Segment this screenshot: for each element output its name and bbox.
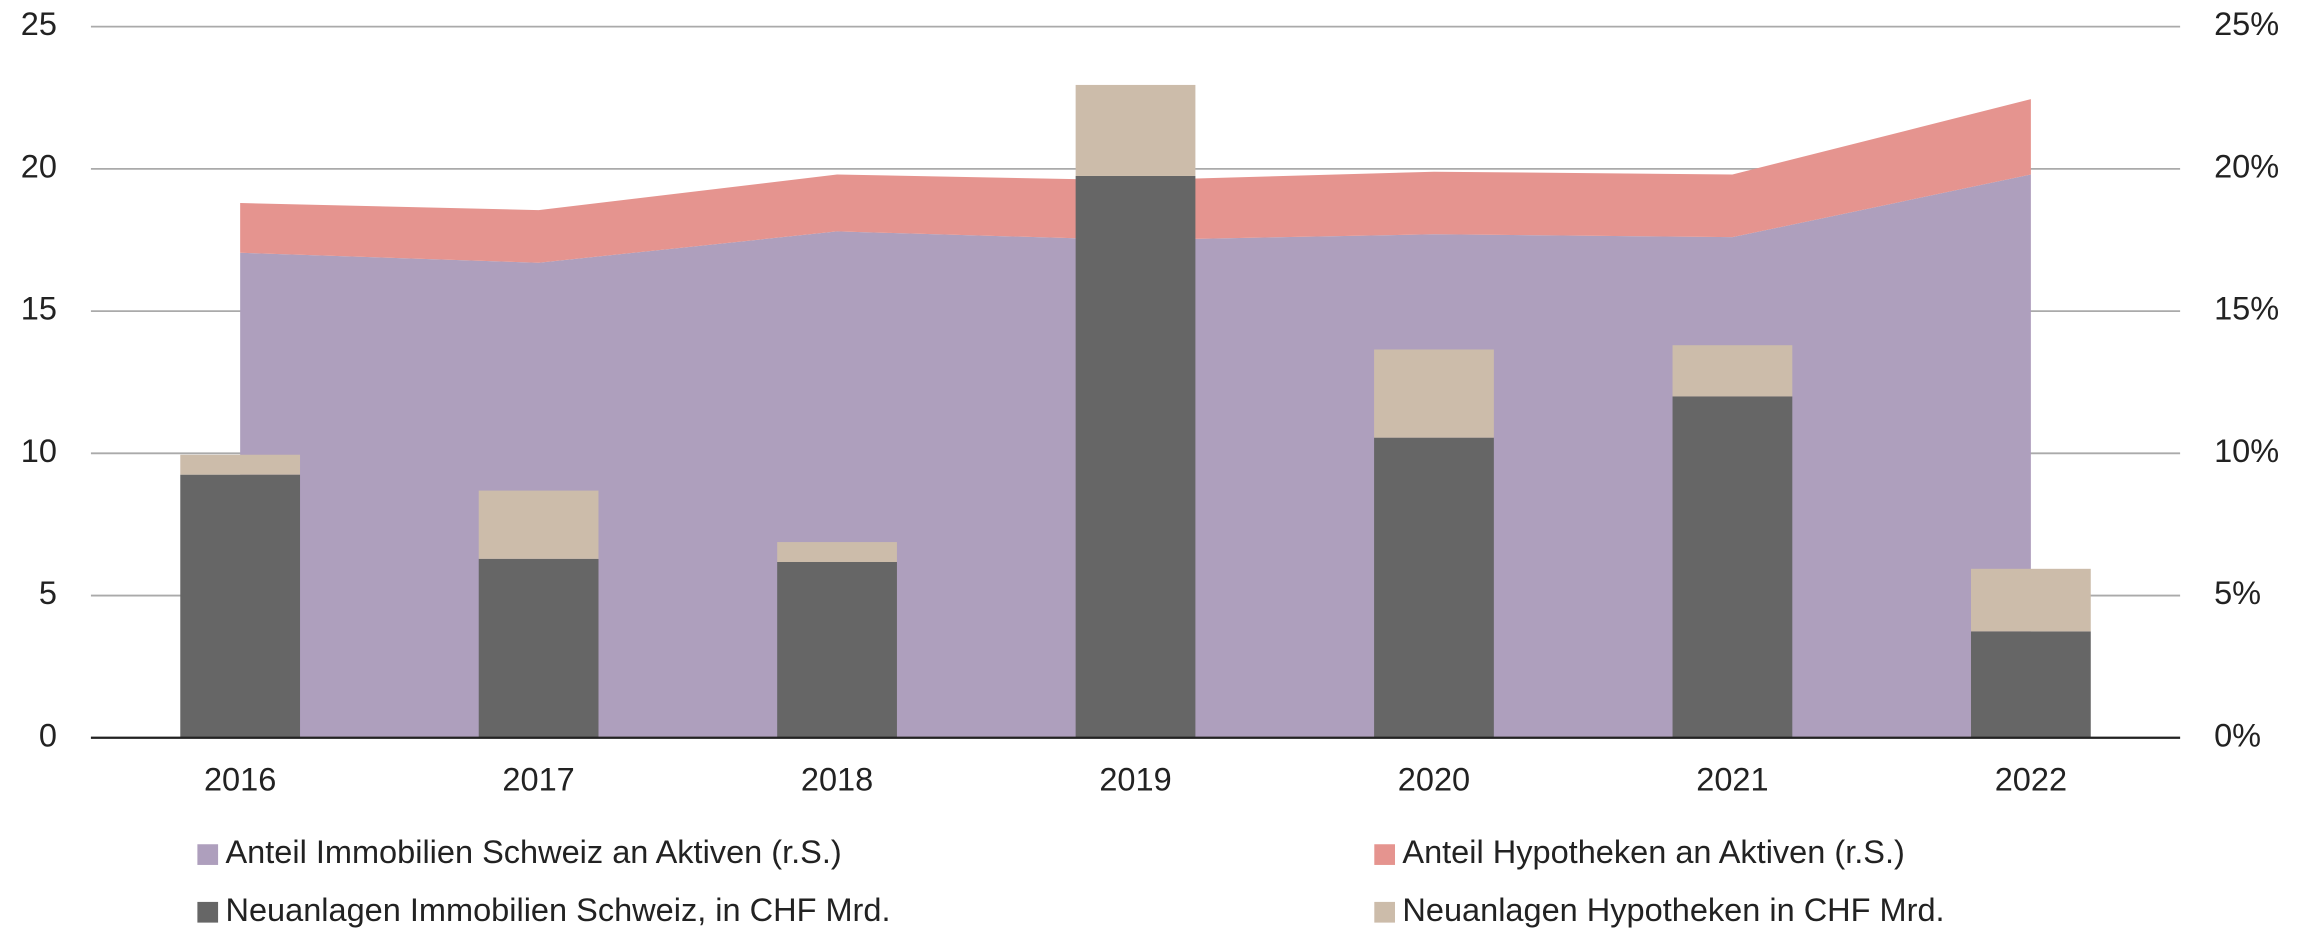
y2-tick-label: 15% [2214, 291, 2279, 327]
x-tick-label: 2021 [1696, 762, 1768, 798]
y-tick-label: 20 [21, 148, 57, 184]
x-tick-label: 2020 [1398, 762, 1470, 798]
legend-swatch [1374, 901, 1396, 923]
bar [180, 474, 301, 738]
bar [1970, 568, 2091, 632]
y-tick-label: 15 [21, 291, 57, 327]
bar [1970, 631, 2091, 738]
bar [478, 558, 599, 738]
bar [1672, 345, 1793, 397]
bar [777, 542, 897, 562]
legend-label: Anteil Hypotheken an Aktiven (r.S.) [1402, 834, 1904, 870]
bar [478, 490, 599, 559]
bar [180, 454, 301, 475]
bar [1374, 349, 1494, 438]
legend-label: Anteil Immobilien Schweiz an Aktiven (r.… [225, 834, 841, 870]
x-tick-label: 2019 [1099, 762, 1171, 798]
bar [1075, 175, 1196, 738]
y2-tick-label: 0% [2214, 717, 2261, 753]
y2-tick-label: 25% [2214, 6, 2279, 42]
bar [1075, 84, 1196, 176]
x-tick-label: 2018 [801, 762, 873, 798]
legend-swatch [1374, 844, 1396, 865]
legend-swatch [197, 901, 219, 923]
bar [1672, 396, 1793, 738]
y-tick-label: 25 [21, 6, 57, 42]
y2-tick-label: 5% [2214, 575, 2261, 611]
x-tick-label: 2022 [1995, 762, 2067, 798]
legend-swatch [197, 844, 219, 865]
legend-label: Neuanlagen Immobilien Schweiz, in CHF Mr… [225, 892, 890, 928]
bar [777, 561, 897, 738]
legend-label: Neuanlagen Hypotheken in CHF Mrd. [1402, 892, 1944, 928]
x-tick-label: 2016 [204, 762, 276, 798]
y-tick-label: 5 [39, 575, 57, 611]
bar [1374, 437, 1494, 738]
y-tick-label: 10 [21, 433, 57, 469]
y2-tick-label: 20% [2214, 148, 2279, 184]
y2-tick-label: 10% [2214, 433, 2279, 469]
y-tick-label: 0 [39, 717, 57, 753]
x-tick-label: 2017 [502, 762, 574, 798]
